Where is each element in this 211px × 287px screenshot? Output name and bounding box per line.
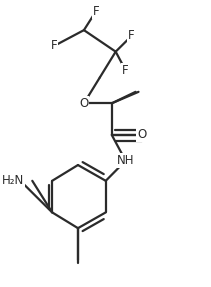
Text: O: O (137, 128, 146, 141)
Text: NH: NH (117, 154, 134, 167)
Text: O: O (79, 97, 89, 110)
Text: F: F (122, 64, 129, 77)
Text: H₂N: H₂N (2, 174, 24, 187)
Text: F: F (51, 39, 57, 53)
Text: F: F (92, 5, 99, 18)
Text: F: F (128, 29, 135, 42)
